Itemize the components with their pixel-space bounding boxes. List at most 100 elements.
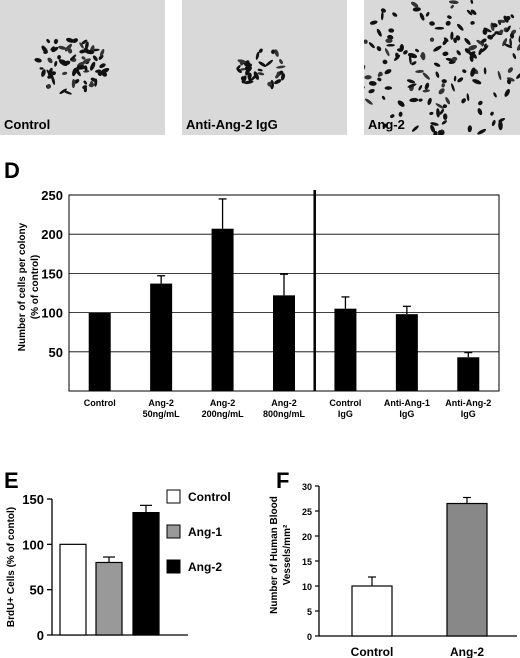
cell bbox=[505, 15, 511, 21]
legend-label: Ang-1 bbox=[188, 525, 222, 539]
bar bbox=[446, 502, 488, 637]
cell bbox=[43, 50, 48, 54]
y-axis-label: Number of cells per colony (% of control) bbox=[17, 222, 41, 351]
cell bbox=[364, 39, 368, 44]
cell bbox=[265, 59, 273, 67]
cell bbox=[258, 48, 263, 53]
bar bbox=[273, 295, 295, 391]
cell bbox=[415, 69, 424, 73]
cell bbox=[456, 50, 461, 56]
cell bbox=[429, 37, 435, 42]
cell bbox=[406, 79, 416, 84]
cell bbox=[240, 68, 246, 71]
category-label: Control IgG bbox=[329, 398, 361, 419]
cell bbox=[274, 49, 279, 57]
micrograph-cells bbox=[364, 0, 520, 135]
cell bbox=[94, 78, 98, 87]
cell bbox=[419, 12, 425, 21]
micrograph-ang2: Ang-2 bbox=[364, 0, 520, 135]
cell bbox=[237, 59, 247, 64]
cell bbox=[451, 83, 455, 92]
cell bbox=[99, 48, 105, 57]
cell bbox=[470, 67, 476, 77]
cell bbox=[441, 79, 447, 84]
cell bbox=[415, 48, 419, 53]
cell bbox=[381, 95, 386, 100]
cell bbox=[73, 79, 80, 84]
bar bbox=[132, 511, 160, 636]
cell bbox=[63, 90, 72, 95]
cell bbox=[438, 88, 445, 95]
legend-swatch bbox=[166, 559, 181, 574]
y-tick-label: 150 bbox=[41, 266, 63, 281]
cell bbox=[425, 11, 430, 17]
cell bbox=[418, 98, 423, 102]
cell bbox=[442, 39, 448, 46]
cell bbox=[387, 34, 394, 40]
cell bbox=[407, 52, 418, 59]
cell bbox=[84, 65, 88, 72]
cell bbox=[247, 66, 252, 72]
cell bbox=[397, 100, 405, 107]
legend-label: Ang-2 bbox=[188, 560, 222, 574]
cell bbox=[422, 72, 430, 80]
micrograph-control: Control bbox=[0, 0, 165, 135]
y-tick-label: 250 bbox=[41, 188, 63, 203]
cell bbox=[50, 46, 55, 51]
cell bbox=[382, 123, 387, 128]
cell bbox=[51, 71, 57, 76]
cell bbox=[85, 41, 89, 50]
cell bbox=[503, 15, 509, 23]
cell bbox=[376, 46, 382, 52]
bar bbox=[59, 543, 87, 636]
cell bbox=[39, 67, 44, 70]
cell bbox=[509, 32, 515, 39]
y-tick-label: 200 bbox=[41, 227, 63, 242]
y-tick-label: 5 bbox=[307, 607, 312, 617]
cell bbox=[271, 49, 276, 54]
micrograph-anti-ang2: Anti-Ang-2 IgG bbox=[182, 0, 347, 135]
cell bbox=[386, 44, 395, 47]
cell bbox=[54, 60, 58, 67]
category-label: Ang-2 800ng/mL bbox=[263, 398, 306, 419]
bar bbox=[88, 312, 111, 391]
cell bbox=[442, 104, 448, 108]
cell bbox=[450, 4, 454, 9]
cell bbox=[57, 55, 61, 60]
cell bbox=[279, 59, 283, 65]
cell bbox=[430, 122, 439, 126]
cell bbox=[498, 29, 504, 35]
cell bbox=[466, 9, 473, 16]
cell bbox=[394, 54, 401, 61]
y-tick-label: 10 bbox=[302, 582, 312, 592]
micrograph-cells bbox=[236, 48, 286, 90]
category-label: Anti-Ang-1 IgG bbox=[384, 398, 430, 419]
cell bbox=[424, 82, 430, 90]
cell bbox=[407, 83, 417, 88]
cell bbox=[441, 120, 447, 125]
cell bbox=[506, 77, 515, 82]
cell bbox=[392, 12, 398, 17]
cell bbox=[92, 55, 98, 62]
cell bbox=[85, 49, 95, 55]
cell bbox=[483, 67, 487, 75]
cell bbox=[422, 89, 430, 93]
cell bbox=[253, 71, 260, 80]
y-tick-label: 15 bbox=[302, 557, 312, 567]
cell bbox=[410, 1, 419, 8]
cell bbox=[477, 128, 487, 135]
y-tick-label: 150 bbox=[22, 492, 44, 507]
cell bbox=[504, 89, 510, 97]
cell bbox=[62, 71, 68, 76]
y-tick-label: 0 bbox=[37, 628, 44, 643]
cell bbox=[451, 56, 458, 62]
cell bbox=[279, 70, 284, 75]
cell bbox=[82, 58, 91, 64]
cell bbox=[364, 98, 373, 105]
cell bbox=[507, 67, 513, 73]
cell bbox=[75, 68, 81, 77]
cell bbox=[447, 15, 452, 19]
cell bbox=[398, 111, 403, 117]
category-label: Control bbox=[84, 398, 116, 408]
cell bbox=[70, 54, 77, 61]
